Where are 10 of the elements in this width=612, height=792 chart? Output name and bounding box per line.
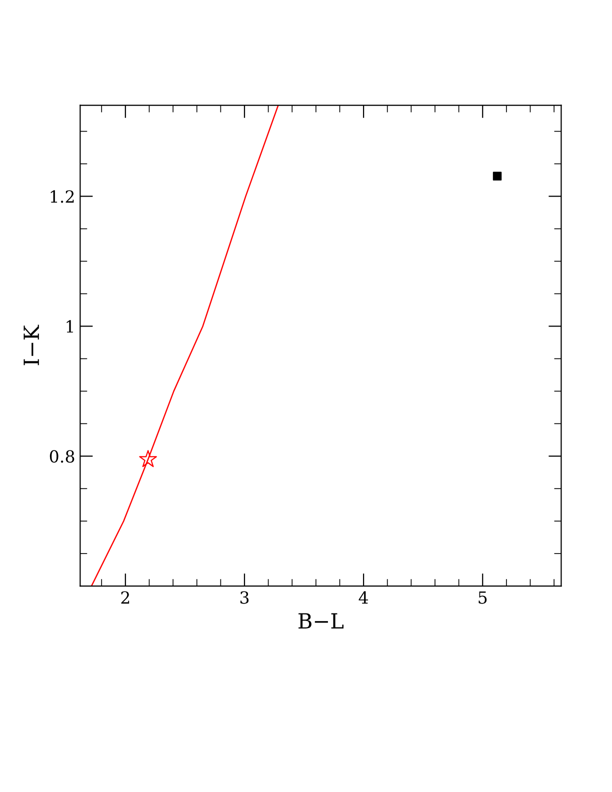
x-tick-label: 2 [121, 591, 130, 604]
x-tick-label: 5 [478, 591, 487, 604]
x-axis-title: B−L [298, 613, 344, 628]
y-tick-label: 1 [66, 320, 73, 333]
y-tick-label: 1.2 [50, 190, 74, 203]
line-series [90, 105, 279, 586]
y-axis-title: I−K [24, 324, 39, 366]
x-tick-label: 3 [240, 591, 249, 604]
x-tick-label: 4 [358, 591, 368, 604]
y-tick-label: 0.8 [50, 450, 74, 463]
